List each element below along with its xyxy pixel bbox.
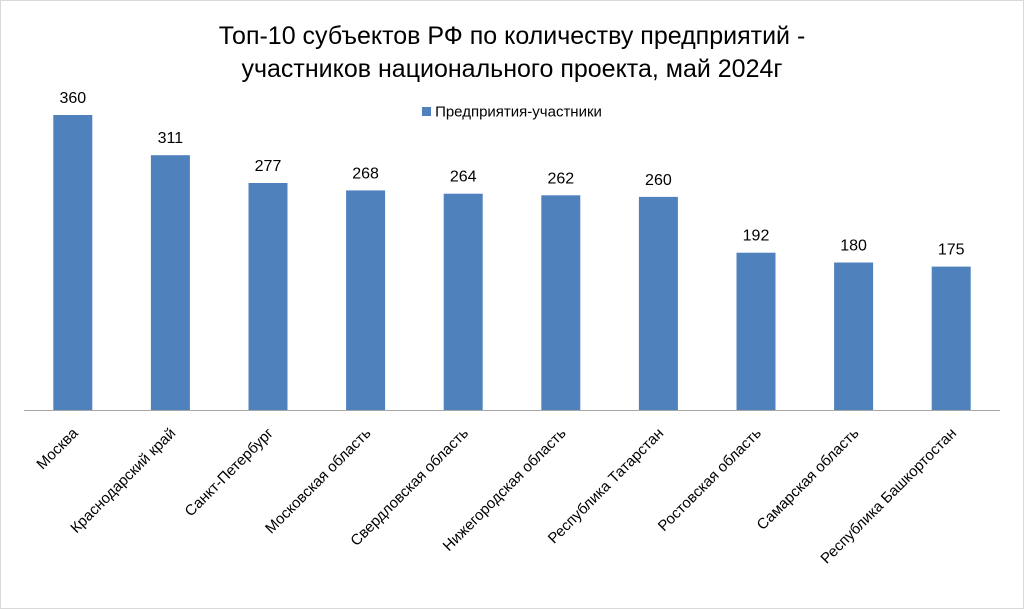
bar-value-label: 264: [450, 169, 477, 186]
category-label: Самарская область: [754, 425, 863, 534]
category-label: Санкт-Петербург: [182, 424, 278, 520]
bar: [736, 252, 776, 410]
category-label: Краснодарский край: [67, 425, 179, 537]
bar: [638, 196, 678, 410]
category-label: Москва: [33, 424, 82, 473]
bar: [834, 262, 874, 410]
bar-value-label: 192: [743, 228, 770, 245]
category-label: Московская область: [262, 425, 375, 538]
bar-value-label: 311: [158, 130, 184, 147]
bar-value-label: 262: [547, 170, 574, 187]
bar: [931, 266, 971, 410]
value-labels-group: 360 311 277 268 264 262 260 192 180 175: [59, 90, 964, 259]
legend-swatch: [422, 106, 432, 116]
chart-title: Топ-10 субъектов РФ по количеству предпр…: [0, 20, 1024, 86]
bars-group: [53, 115, 971, 410]
legend-label: Предприятия-участники: [435, 103, 602, 121]
bar: [443, 193, 483, 410]
bar-value-label: 180: [840, 238, 867, 255]
chart-legend: Предприятия-участники: [0, 103, 1024, 121]
bar-value-label: 277: [255, 158, 282, 175]
bar: [346, 190, 386, 410]
bar: [53, 115, 93, 410]
chart-title-line-1: Топ-10 субъектов РФ по количеству предпр…: [218, 22, 806, 50]
bar: [150, 155, 190, 410]
chart-title-line-2: участников национального проекта, май 20…: [241, 55, 783, 83]
bar-value-label: 260: [645, 172, 672, 189]
bar-value-label: 268: [352, 165, 379, 182]
category-label: Ростовская область: [655, 425, 765, 535]
bar-value-label: 360: [59, 90, 86, 107]
bar: [248, 183, 288, 410]
bar-value-label: 175: [938, 242, 965, 259]
bar: [541, 195, 581, 410]
